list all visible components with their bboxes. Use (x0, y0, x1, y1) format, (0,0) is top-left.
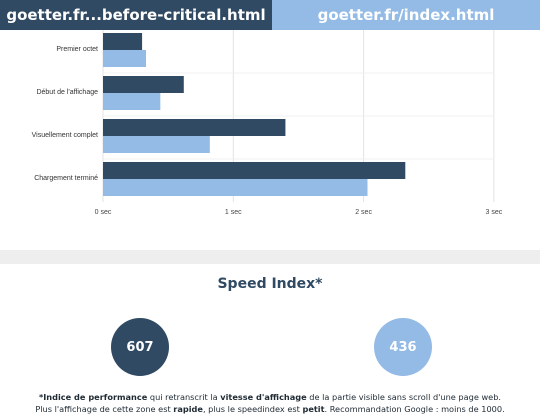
section-divider (0, 250, 540, 264)
note-bold-rapide: rapide (173, 404, 203, 414)
note-bold-petit: petit (302, 404, 325, 414)
note-line-1: *Indice de performance qui retranscrit l… (0, 391, 540, 403)
speed-index-before-badge: 607 (111, 318, 169, 376)
bar (103, 76, 184, 93)
speed-index-section: Speed Index* 607 436 *Indice de performa… (0, 264, 540, 420)
speed-index-after-badge: 436 (374, 318, 432, 376)
note-text: , plus le speedindex est (202, 404, 303, 414)
tab-index[interactable]: goetter.fr/index.html (272, 0, 540, 30)
note-text: Plus l'affichage de cette zone est (35, 404, 174, 414)
x-tick-label: 0 sec (95, 209, 112, 216)
speed-index-note: *Indice de performance qui retranscrit l… (0, 391, 540, 415)
note-bold-vitesse: vitesse d'affichage (220, 392, 307, 402)
category-label: Début de l'affichage (36, 89, 98, 96)
bar (103, 162, 406, 179)
note-text: de la partie visible sans scroll d'une p… (306, 392, 502, 402)
timing-bar-chart: Premier octet Début de l'affichage Visuell… (32, 30, 503, 216)
bar (103, 50, 146, 67)
category-label: Premier octet (56, 46, 98, 53)
category-label: Visuellement complet (32, 132, 98, 139)
bar (103, 179, 368, 196)
note-line-2: Plus l'affichage de cette zone est rapid… (0, 403, 540, 415)
note-bold-indice: *Indice de performance (38, 392, 148, 402)
note-text: . Recommandation Google : moins de 1000. (324, 404, 505, 414)
note-text: qui retranscrit la (147, 392, 221, 402)
comparison-tabs: goetter.fr...before-critical.html goette… (0, 0, 540, 30)
speed-index-title: Speed Index* (217, 276, 323, 292)
tab-before-critical[interactable]: goetter.fr...before-critical.html (0, 0, 272, 30)
x-tick-label: 3 sec (486, 209, 503, 216)
bar (103, 136, 210, 153)
bar (103, 119, 286, 136)
x-tick-label: 1 sec (225, 209, 242, 216)
bar (103, 33, 143, 50)
category-label: Chargement terminé (34, 175, 98, 182)
x-tick-label: 2 sec (355, 209, 372, 216)
bar (103, 93, 161, 110)
timing-chart: Premier octet Début de l'affichage Visuell… (0, 30, 540, 250)
